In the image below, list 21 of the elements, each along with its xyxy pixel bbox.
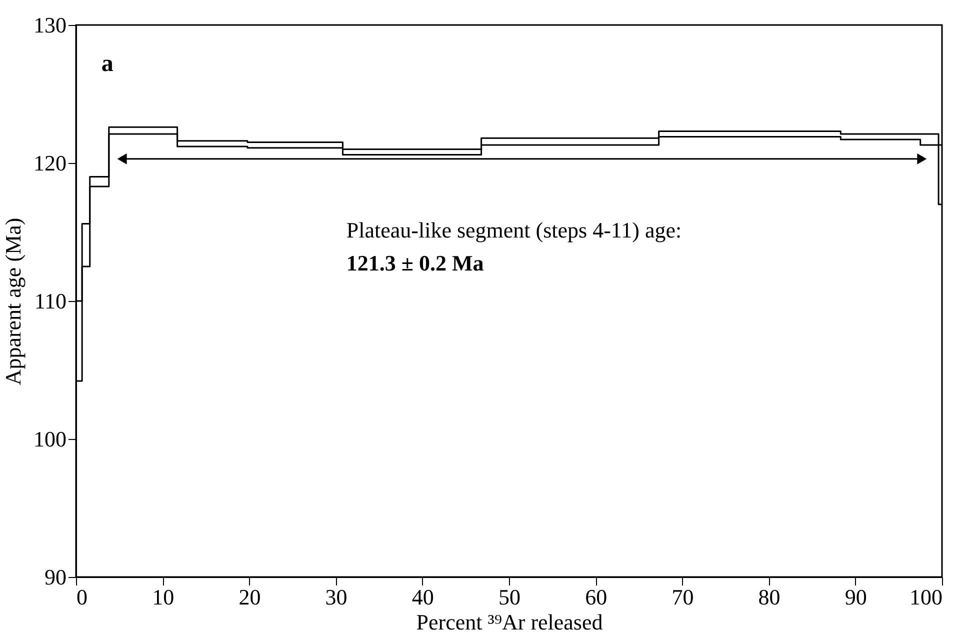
x-tick-label: 20 xyxy=(238,584,261,610)
x-tick-label: 70 xyxy=(672,584,694,610)
x-tick-label: 50 xyxy=(498,584,520,610)
annotation: 121.3 ± 0.2 Ma xyxy=(346,250,484,276)
x-tick-label: 60 xyxy=(585,584,608,610)
x-tick-label: 90 xyxy=(844,584,867,610)
annotation: Plateau-like segment (steps 4-11) age: xyxy=(346,217,682,242)
x-axis-title: Percent ³⁹Ar released xyxy=(416,610,603,634)
annotation: a xyxy=(101,50,114,77)
x-tick-label: 40 xyxy=(412,584,434,610)
x-tick-label: 100 xyxy=(910,584,942,610)
y-tick-label: 100 xyxy=(34,426,66,452)
y-tick-label: 110 xyxy=(34,288,66,314)
x-tick-label: 10 xyxy=(152,584,174,610)
y-tick-label: 130 xyxy=(34,12,66,38)
y-axis-title: Apparent age (Ma) xyxy=(0,218,26,386)
y-tick-label: 90 xyxy=(44,564,66,590)
x-tick-label: 80 xyxy=(758,584,780,610)
y-tick-label: 120 xyxy=(34,150,66,176)
x-tick-label: 30 xyxy=(325,584,348,610)
x-tick-label: 0 xyxy=(76,584,88,610)
